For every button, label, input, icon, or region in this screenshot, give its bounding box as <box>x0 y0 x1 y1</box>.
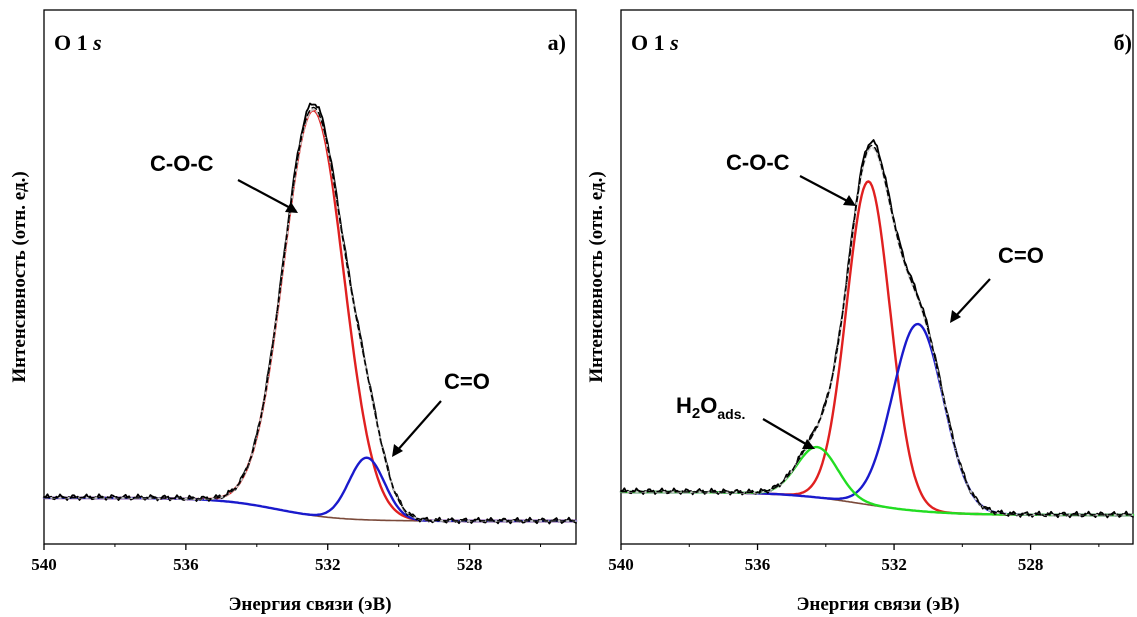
component-curve-0 <box>42 109 578 523</box>
fit-dashed-curve <box>43 106 577 522</box>
annotation-co-a: C=O <box>444 369 490 394</box>
panel-title-b: O 1 s <box>631 30 679 55</box>
arrow-co-a <box>395 400 442 453</box>
arrow-coc-b <box>799 175 854 205</box>
curves-b <box>619 139 1135 519</box>
x-tick-label: 536 <box>173 555 199 574</box>
component-curve-0 <box>619 180 1135 517</box>
panel-title-a: O 1 s <box>54 30 102 55</box>
arrowhead-co-b <box>950 310 961 323</box>
plot-frame-a <box>43 9 577 545</box>
panel-label-a: а) <box>548 30 566 55</box>
y-axis-label-b: Интенсивность (отн. ед.) <box>586 171 607 382</box>
arrowhead-coc-a <box>285 202 298 213</box>
annotation-h2o-b: H2Oads. <box>676 393 745 422</box>
x-tick-label: 528 <box>457 555 483 574</box>
component-curve-1 <box>42 456 578 523</box>
plot-frame-b <box>620 9 1134 545</box>
y-axis-label-a: Интенсивность (отн. ед.) <box>9 171 30 382</box>
x-axis-label-b: Энергия связи (эВ) <box>796 594 959 615</box>
arrowhead-coc-b <box>843 195 856 206</box>
fit-envelope-curve <box>43 108 577 522</box>
baseline-curve <box>620 491 1134 516</box>
annotation-coc-a: C-O-C <box>150 151 214 176</box>
arrow-co-b <box>953 278 991 319</box>
x-tick-label: 540 <box>608 555 634 574</box>
x-tick-label: 536 <box>745 555 771 574</box>
annotation-coc-b: C-O-C <box>726 150 790 175</box>
baseline-curve <box>43 497 577 522</box>
arrowhead-co-a <box>392 444 403 457</box>
arrow-coc-a <box>237 179 297 212</box>
x-tick-label: 540 <box>31 555 57 574</box>
arrowhead-h2o-b <box>802 439 815 449</box>
x-tick-label: 532 <box>315 555 341 574</box>
x-tick-label: 528 <box>1018 555 1044 574</box>
annotation-co-b: C=O <box>998 243 1044 268</box>
panel-label-b: б) <box>1114 30 1132 55</box>
experimental-curve <box>620 139 1134 519</box>
panel-a: 540 536 532 528 O 1 s а) Интенсивность (отн… <box>9 9 578 615</box>
arrow-h2o-b <box>762 418 812 448</box>
curves-a <box>42 102 578 525</box>
fit-dashed-curve <box>620 144 1134 516</box>
x-ticks-b: 540 536 532 528 <box>608 544 1100 574</box>
panel-b: 540 536 532 528 O 1 s б) Интенсивность (отн… <box>586 9 1135 615</box>
x-tick-label: 532 <box>881 555 907 574</box>
x-axis-label-a: Энергия связи (эВ) <box>228 594 391 615</box>
experimental-curve <box>43 102 577 525</box>
x-ticks-a: 540 536 532 528 <box>31 544 542 574</box>
